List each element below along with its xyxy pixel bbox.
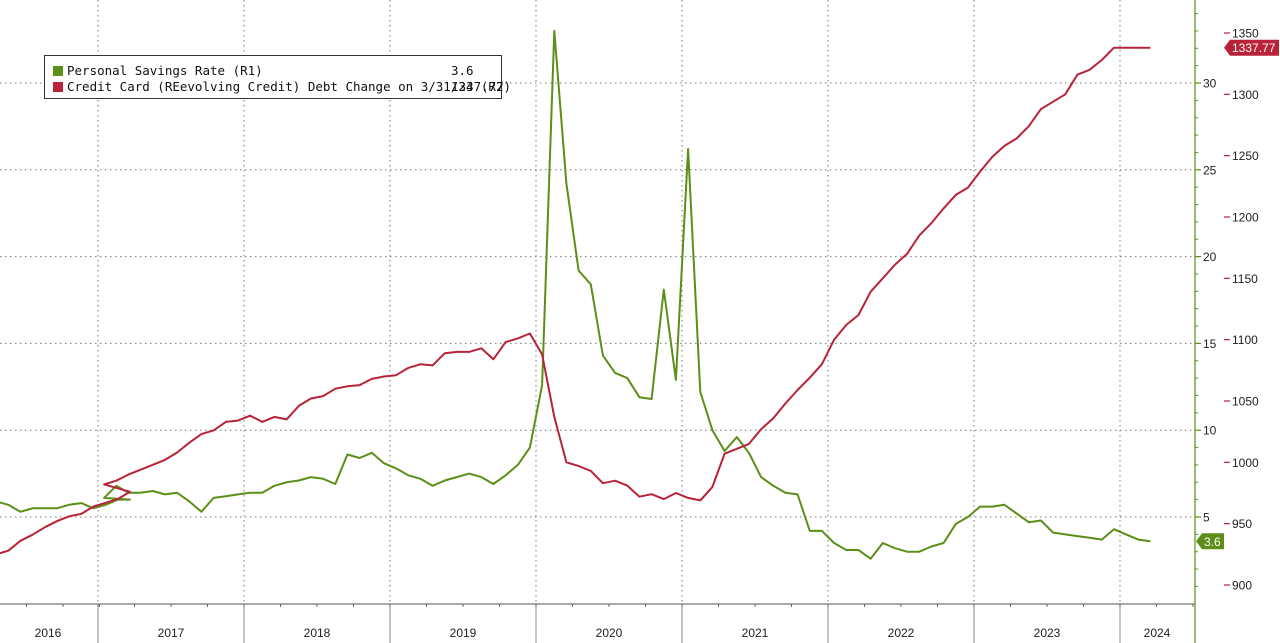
legend-label-credit: Credit Card (REevolving Credit) Debt Cha… xyxy=(67,79,512,94)
savings-rate-line xyxy=(0,29,1151,560)
value-badges: 3.6 1337.77 xyxy=(1196,39,1279,550)
r1-tick-label: 20 xyxy=(1203,250,1217,264)
x-tick-label: 2024 xyxy=(1144,626,1171,640)
r2-tick-label: 1150 xyxy=(1232,272,1258,286)
legend-value-savings: 3.6 xyxy=(451,63,474,78)
r1-tick-label: 5 xyxy=(1203,511,1210,525)
x-tick-label: 2017 xyxy=(158,626,185,640)
r2-tick-label: 1200 xyxy=(1232,211,1259,225)
legend-swatch-savings xyxy=(53,66,63,76)
r2-tick-label: 950 xyxy=(1232,517,1252,531)
r2-tick-label: 1000 xyxy=(1232,456,1259,470)
legend-value-credit: 1337.77 xyxy=(451,79,504,94)
r1-tick-label: 30 xyxy=(1203,77,1217,91)
x-tick-label: 2022 xyxy=(888,626,915,640)
savings-value-badge-shape xyxy=(1196,533,1224,550)
r1-tick-label: 15 xyxy=(1203,337,1217,351)
r2-tick-label: 900 xyxy=(1232,579,1252,593)
legend: Personal Savings Rate (R1) 3.6 Credit Ca… xyxy=(44,55,511,99)
legend-item-credit: Credit Card (REevolving Credit) Debt Cha… xyxy=(53,79,511,95)
r1-tick-label: 10 xyxy=(1203,424,1217,438)
legend-swatch-credit xyxy=(53,82,63,92)
x-tick-label: 2019 xyxy=(450,626,477,640)
legend-item-savings: Personal Savings Rate (R1) 3.6 xyxy=(53,63,474,79)
x-axis-band xyxy=(0,604,1195,643)
x-tick-label: 2016 xyxy=(35,626,62,640)
credit-card-debt-line xyxy=(0,46,1151,555)
savings-value-badge-text: 3.6 xyxy=(1204,535,1221,549)
x-tick-label: 2020 xyxy=(596,626,623,640)
grid xyxy=(0,0,1195,604)
r2-tick-label: 1100 xyxy=(1232,333,1258,347)
legend-label-savings: Personal Savings Rate (R1) xyxy=(67,63,263,78)
r2-tick-label: 1350 xyxy=(1232,27,1259,41)
r2-tick-label: 1050 xyxy=(1232,395,1259,409)
x-tick-label: 2018 xyxy=(304,626,331,640)
credit-value-badge-shape xyxy=(1224,39,1279,56)
credit-value-badge-text: 1337.77 xyxy=(1232,41,1276,55)
r2-tick-label: 1300 xyxy=(1232,88,1259,102)
series-lines xyxy=(0,29,1151,560)
x-tick-label: 2021 xyxy=(742,626,769,640)
x-tick-label: 2023 xyxy=(1034,626,1061,640)
r1-tick-label: 25 xyxy=(1203,163,1217,177)
r2-tick-label: 1250 xyxy=(1232,149,1259,163)
